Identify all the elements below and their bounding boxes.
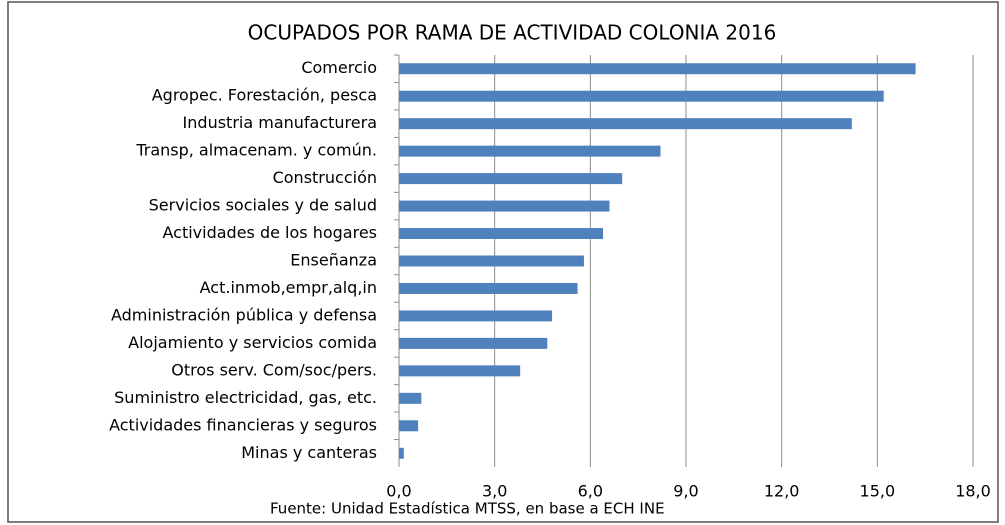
chart-title: OCUPADOS POR RAMA DE ACTIVIDAD COLONIA 2…: [248, 21, 777, 45]
y-tick-label: Servicios sociales y de salud: [149, 196, 377, 215]
bar: [399, 365, 521, 377]
bar: [399, 337, 548, 349]
bar: [399, 228, 604, 240]
y-tick-label: Act.inmob,empr,alq,in: [200, 278, 377, 297]
bar: [399, 200, 610, 212]
y-tick-label: Administración pública y defensa: [111, 305, 377, 324]
y-tick-label: Suministro electricidad, gas, etc.: [114, 388, 377, 407]
y-tick-label: Transp, almacenam. y común.: [135, 141, 377, 160]
x-tick-label: 6,0: [578, 482, 603, 501]
y-tick-label: Enseñanza: [290, 251, 377, 270]
x-tick-label: 0,0: [386, 482, 411, 501]
bar: [399, 310, 553, 322]
bar: [399, 173, 623, 185]
bar: [399, 392, 422, 404]
bar: [399, 282, 578, 294]
x-tick-label: 15,0: [860, 482, 896, 501]
x-tick-label: 18,0: [955, 482, 991, 501]
bar: [399, 118, 852, 130]
bar: [399, 90, 884, 102]
x-tick-label: 12,0: [764, 482, 800, 501]
bar: [399, 447, 404, 459]
y-tick-label: Construcción: [273, 168, 377, 187]
bar: [399, 145, 661, 157]
y-tick-label: Agropec. Forestación, pesca: [152, 86, 377, 105]
bar: [399, 420, 419, 432]
y-tick-label: Actividades financieras y seguros: [109, 415, 377, 434]
x-tick-label: 3,0: [482, 482, 507, 501]
y-tick-label: Alojamiento y servicios comida: [128, 333, 377, 352]
y-tick-label: Minas y canteras: [241, 443, 377, 462]
y-tick-label: Industria manufacturera: [183, 113, 377, 132]
y-tick-label: Comercio: [301, 58, 377, 77]
bar: [399, 63, 916, 75]
source-note: Fuente: Unidad Estadística MTSS, en base…: [270, 500, 665, 518]
x-tick-label: 9,0: [673, 482, 698, 501]
y-tick-label: Actividades de los hogares: [162, 223, 377, 242]
y-tick-label: Otros serv. Com/soc/pers.: [171, 360, 377, 379]
bar: [399, 255, 584, 267]
